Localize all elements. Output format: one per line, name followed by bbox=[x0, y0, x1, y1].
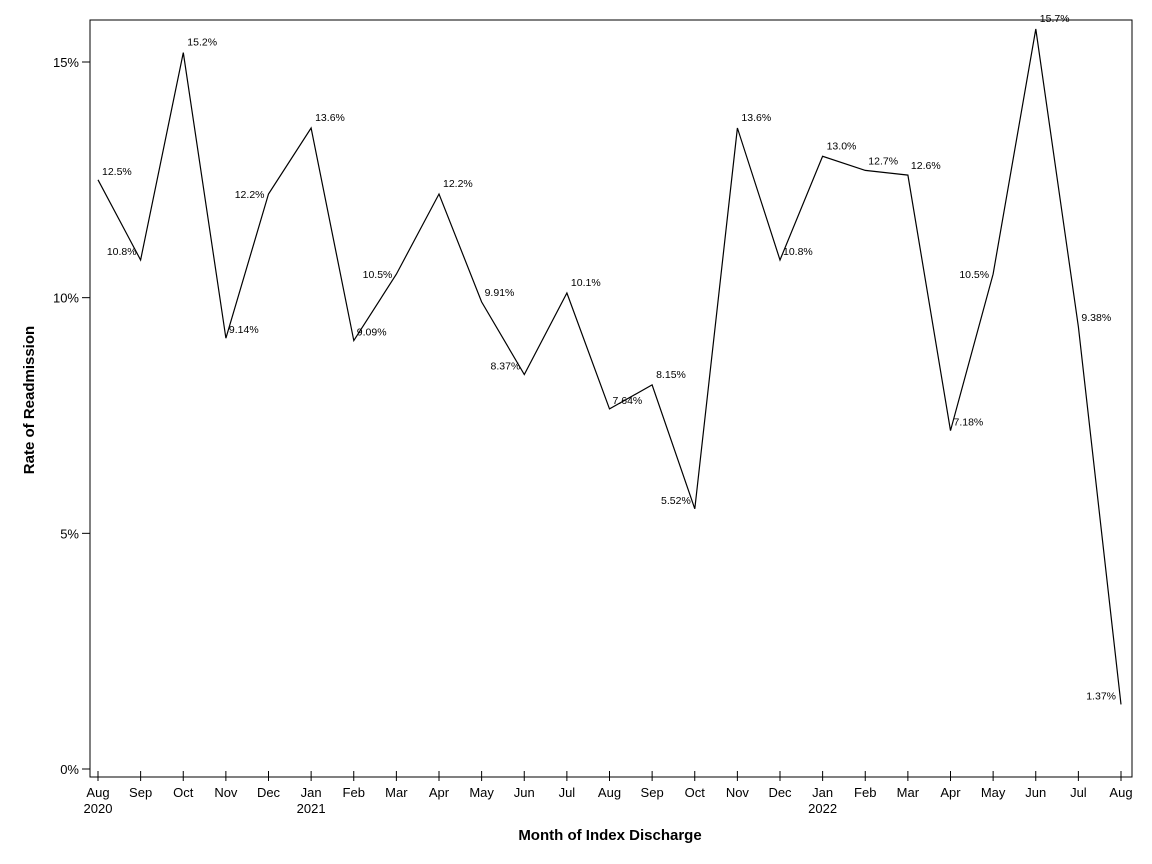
y-axis: 0% 5% 10% 15% bbox=[53, 55, 90, 777]
x-tick-label: Jul bbox=[1070, 785, 1087, 800]
x-tick-label: Nov bbox=[214, 785, 238, 800]
x-tick-label: Apr bbox=[940, 785, 961, 800]
x-tick-label: Apr bbox=[429, 785, 450, 800]
data-label: 13.6% bbox=[741, 112, 771, 124]
x-year-label: 2020 bbox=[84, 801, 113, 816]
data-labels: 12.5% 10.8% 15.2% 9.14% 12.2% 13.6% 9.09% 10.5%… bbox=[102, 13, 1116, 702]
data-label: 8.15% bbox=[656, 369, 686, 381]
data-label: 12.2% bbox=[235, 189, 265, 201]
data-label: 12.5% bbox=[102, 166, 132, 178]
x-tick-label: Jan bbox=[812, 785, 833, 800]
x-tick-label: Aug bbox=[598, 785, 621, 800]
data-label: 5.52% bbox=[661, 495, 691, 507]
data-label: 10.5% bbox=[363, 269, 393, 281]
x-tick-label: Mar bbox=[897, 785, 920, 800]
y-tick-label: 15% bbox=[53, 55, 79, 70]
x-tick-label: Mar bbox=[385, 785, 408, 800]
x-tick-label: Nov bbox=[726, 785, 750, 800]
x-tick-label: Dec bbox=[257, 785, 281, 800]
data-label: 12.2% bbox=[443, 178, 473, 190]
x-axis-title: Month of Index Discharge bbox=[518, 827, 701, 844]
x-tick-label: Dec bbox=[768, 785, 792, 800]
data-label: 13.0% bbox=[827, 140, 857, 152]
x-tick-label: Aug bbox=[86, 785, 109, 800]
x-tick-label: Aug bbox=[1109, 785, 1132, 800]
x-tick-label: Oct bbox=[173, 785, 194, 800]
data-label: 10.8% bbox=[783, 246, 813, 258]
data-label: 9.38% bbox=[1081, 312, 1111, 324]
x-tick-label: Sep bbox=[129, 785, 152, 800]
data-label: 12.7% bbox=[868, 155, 898, 167]
data-label: 15.2% bbox=[187, 37, 217, 49]
series-line bbox=[97, 28, 1122, 705]
x-year-label: 2021 bbox=[297, 801, 326, 816]
y-tick-label: 0% bbox=[60, 762, 79, 777]
x-tick-label: Oct bbox=[685, 785, 706, 800]
data-label: 1.37% bbox=[1086, 690, 1116, 702]
y-tick-label: 5% bbox=[60, 526, 79, 541]
plot-frame bbox=[89, 19, 1133, 778]
data-label: 13.6% bbox=[315, 112, 345, 124]
data-label: 9.14% bbox=[229, 324, 259, 336]
x-tick-label: May bbox=[469, 785, 494, 800]
x-year-label: 2022 bbox=[808, 801, 837, 816]
data-label: 7.18% bbox=[954, 417, 984, 429]
x-tick-label: Sep bbox=[641, 785, 664, 800]
data-label: 10.8% bbox=[107, 246, 137, 258]
x-tick-label: Jul bbox=[559, 785, 576, 800]
y-tick-label: 10% bbox=[53, 291, 79, 306]
data-label: 9.09% bbox=[357, 327, 387, 339]
data-label: 15.7% bbox=[1040, 13, 1070, 25]
x-tick-label: Jan bbox=[301, 785, 322, 800]
data-label: 10.1% bbox=[571, 277, 601, 289]
data-label: 9.91% bbox=[485, 287, 515, 299]
data-label: 7.64% bbox=[613, 395, 643, 407]
y-axis-title: Rate of Readmission bbox=[21, 326, 38, 474]
x-tick-label: Jun bbox=[514, 785, 535, 800]
series-group bbox=[97, 28, 1122, 705]
x-tick-label: Feb bbox=[343, 785, 365, 800]
x-tick-label: Jun bbox=[1025, 785, 1046, 800]
data-label: 8.37% bbox=[491, 361, 521, 373]
x-tick-label: Feb bbox=[854, 785, 876, 800]
data-label: 10.5% bbox=[959, 269, 989, 281]
x-tick-label: May bbox=[981, 785, 1006, 800]
data-label: 12.6% bbox=[911, 160, 941, 172]
